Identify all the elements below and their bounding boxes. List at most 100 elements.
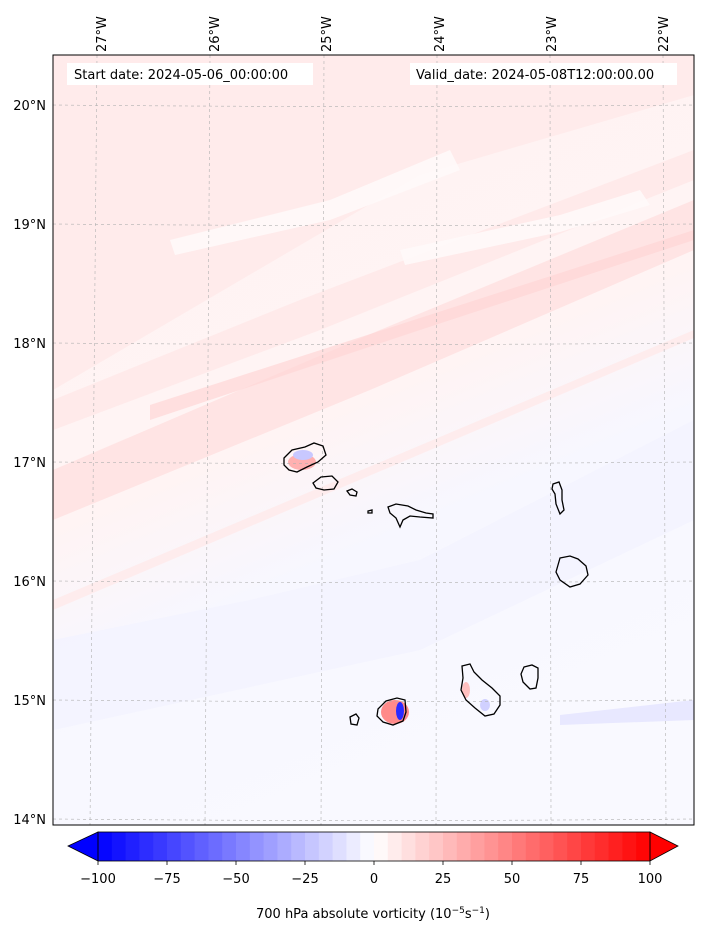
lon-label: 22°W [657,16,672,52]
colorbar-cell [222,832,237,861]
gridlines [52,54,695,826]
lat-label: 19°N [13,218,46,233]
island-brava [349,713,360,726]
colorbar-cell [498,832,513,861]
vorticity-band [53,330,694,610]
colorbar-cell [194,832,209,861]
colorbar: −100 −75 −50 −25 0 25 50 75 100 700 hPa absolute… [67,831,679,922]
colorbar-ticks: −100 −75 −50 −25 0 25 50 75 100 [80,861,662,887]
vorticity-minimum [480,699,490,711]
lon-label: 27°W [95,16,110,52]
colorbar-cell [167,832,182,861]
colorbar-cell [98,832,113,861]
valid-date-box [410,63,677,85]
colorbar-cell [443,832,458,861]
colorbar-cells [98,832,651,861]
latitude-labels: 20°N 19°N 18°N 17°N 16°N 15°N 14°N [13,99,46,828]
longitude-labels: 27°W 26°W 25°W 24°W 23°W 22°W [95,16,672,52]
colorbar-tick-label: 100 [638,872,663,887]
start-date-box [67,63,313,85]
colorbar-min-arrow [67,831,99,862]
colorbar-cell [318,832,334,861]
island-santo-antao [283,442,327,473]
colorbar-cell [125,832,140,861]
lat-label: 17°N [13,456,46,471]
vorticity-maximum [462,682,470,698]
colorbar-cell [470,832,485,861]
island-boa-vista [555,555,589,588]
colorbar-cell [236,832,251,861]
vorticity-field [53,55,694,730]
lat-label: 20°N [13,99,46,114]
lat-label: 16°N [13,575,46,590]
colorbar-tick-label: 0 [370,872,378,887]
colorbar-cell [387,832,403,861]
colorbar-cell [305,832,320,861]
colorbar-cell [622,832,637,861]
lon-label: 24°W [433,16,448,52]
colorbar-cell [139,832,154,861]
colorbar-tick-label: 50 [504,872,521,887]
island-santiago [460,663,501,717]
colorbar-cell [525,832,541,861]
colorbar-cell [111,832,127,861]
island-santa-luzia [345,488,358,497]
start-date-label: Start date: 2024-05-06_00:00:00 [74,68,288,83]
colorbar-cell [249,832,265,861]
colorbar-tick-label: −50 [222,872,249,887]
lon-label: 26°W [208,16,223,52]
colorbar-cell [429,832,444,861]
colorbar-tick-label: −25 [291,872,318,887]
colorbar-cell [277,832,292,861]
vorticity-band [400,190,650,265]
colorbar-cell [512,832,527,861]
colorbar-cell [484,832,499,861]
island-sal [551,481,565,516]
colorbar-cell [608,832,623,861]
vorticity-band [53,55,694,390]
colorbar-tick-label: −100 [80,872,116,887]
colorbar-tick-label: 25 [435,872,452,887]
lat-label: 18°N [13,337,46,352]
island-fogo [376,697,407,726]
colorbar-max-arrow [649,831,679,862]
colorbar-cell [539,832,554,861]
colorbar-cell [553,832,568,861]
colorbar-cell [456,832,472,861]
island-maio [520,664,539,690]
colorbar-cell [567,832,582,861]
colorbar-tick-label: 75 [573,872,590,887]
vorticity-band [53,150,694,430]
vorticity-band [53,420,694,730]
colorbar-cell [401,832,416,861]
vorticity-minimum [396,702,404,720]
valid-date-label: Valid_date: 2024-05-08T12:00:00.00 [416,68,654,83]
colorbar-cell [415,832,430,861]
map-panel: Start date: 2024-05-06_00:00:00 Valid_da… [52,54,695,826]
colorbar-cell [374,832,389,861]
colorbar-cell [332,832,347,861]
vorticity-band [150,230,694,420]
island-sao-vicente [312,475,339,491]
colorbar-cell [636,832,651,861]
colorbar-tick-label: −75 [153,872,180,887]
lat-label: 14°N [13,813,46,828]
island-branco [367,509,373,514]
vorticity-band [53,200,694,520]
vorticity-minimum [293,450,313,460]
colorbar-cell [360,832,375,861]
lat-label: 15°N [13,694,46,709]
colorbar-label: 700 hPa absolute vorticity (10−5s−1) [256,906,490,922]
colorbar-cell [208,832,223,861]
lon-label: 25°W [320,16,335,52]
vorticity-band [560,700,694,725]
vorticity-band [170,150,460,255]
colorbar-cell [153,832,168,861]
lon-label: 23°W [545,16,560,52]
map-frame [52,54,695,826]
colorbar-cell [180,832,196,861]
island-sao-nicolau [387,503,434,529]
colorbar-cell [594,832,610,861]
